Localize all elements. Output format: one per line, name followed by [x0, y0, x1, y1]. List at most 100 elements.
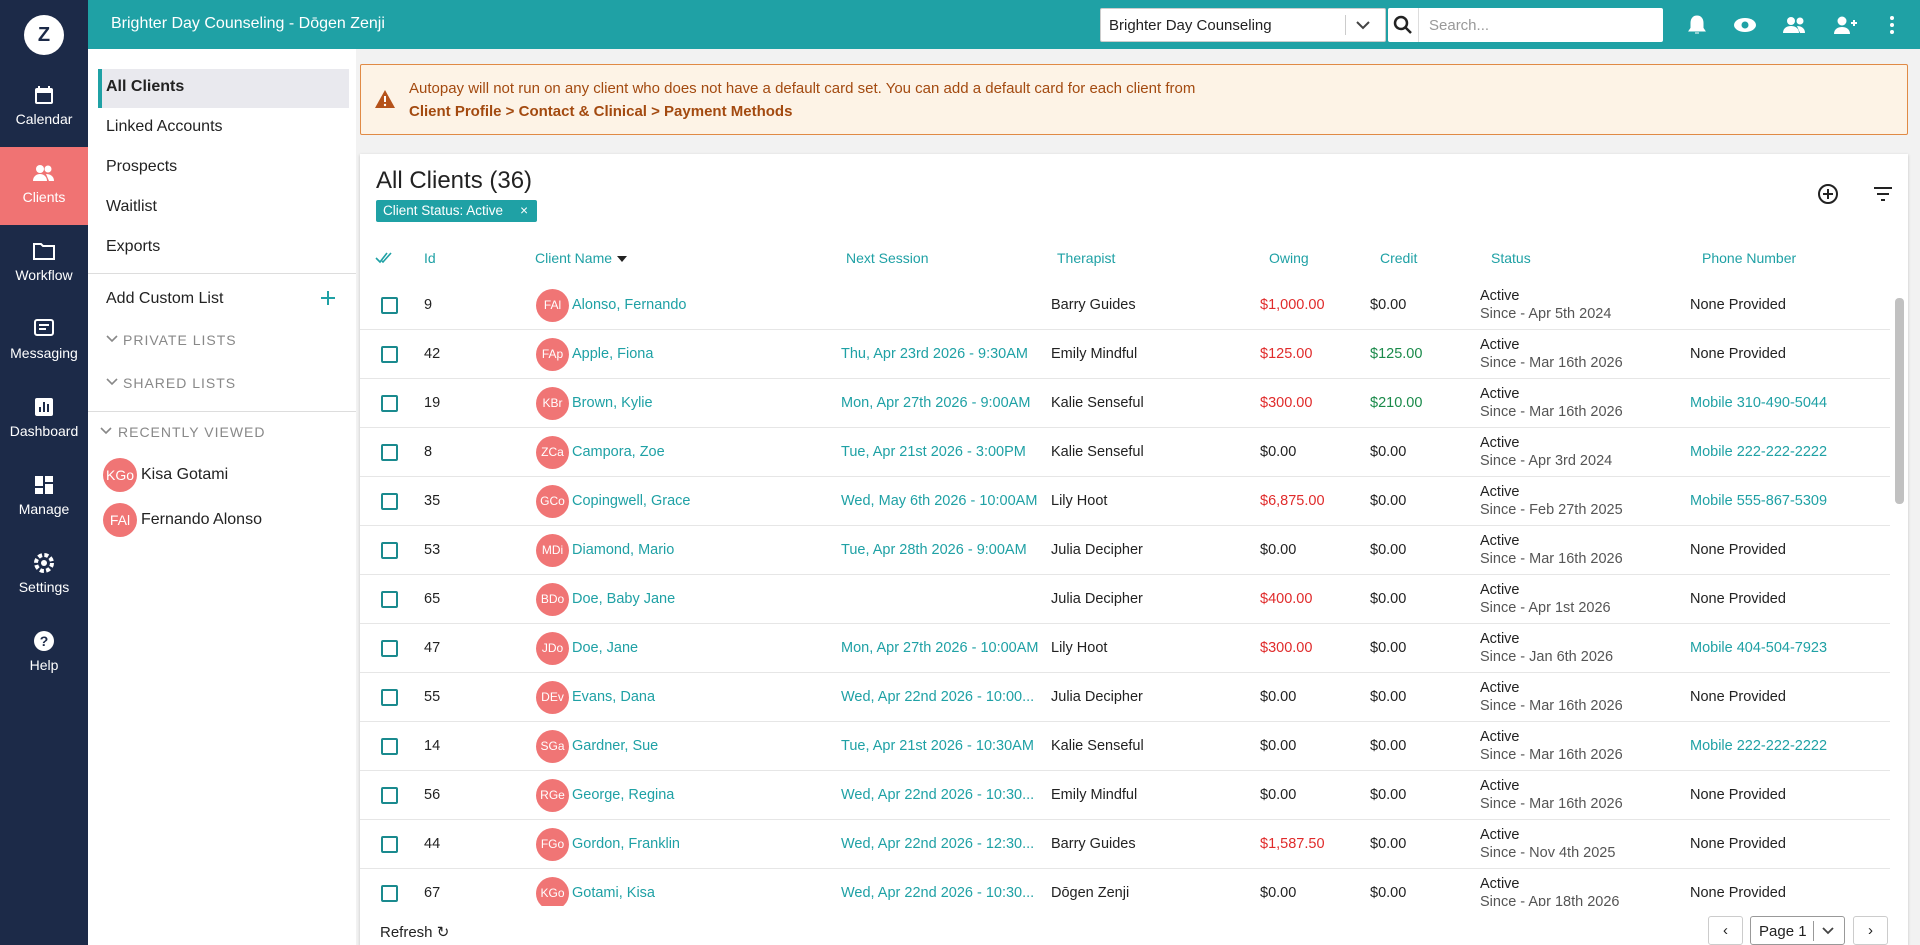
row-checkbox[interactable] [381, 591, 398, 608]
owing: $300.00 [1260, 640, 1313, 656]
list-link[interactable]: Prospects [106, 158, 178, 175]
select-value: Brighter Day Counseling [1109, 17, 1272, 34]
column-header[interactable]: Therapist [1057, 250, 1116, 266]
row-checkbox[interactable] [381, 444, 398, 461]
column-header[interactable]: Client Name [535, 250, 613, 266]
row-checkbox[interactable] [381, 493, 398, 510]
add-icon[interactable] [320, 290, 336, 306]
nav-item[interactable]: Dashboard [0, 381, 88, 459]
next-session[interactable]: Tue, Apr 21st 2026 - 3:00PM [841, 444, 1026, 460]
chip-close[interactable]: × [520, 203, 529, 218]
table-title: All Clients (36) [376, 167, 533, 194]
nav-item[interactable]: Clients [0, 147, 88, 225]
phone[interactable]: Mobile 310-490-5044 [1690, 395, 1828, 411]
client-name[interactable]: Apple, Fiona [572, 346, 654, 362]
table-body: 9 FAl Alonso, Fernando Barry Guides $1,000.0… [360, 281, 1890, 906]
status: Active [1480, 484, 1520, 500]
list-link[interactable]: Waitlist [106, 198, 157, 215]
column-header[interactable]: Status [1491, 250, 1531, 266]
client-name[interactable]: Doe, Jane [572, 640, 639, 656]
row-checkbox[interactable] [381, 395, 398, 412]
add-custom-list[interactable]: Add Custom List [106, 290, 224, 307]
status: Active [1480, 876, 1520, 892]
client-name[interactable]: Copingwell, Grace [572, 493, 691, 509]
column-header[interactable]: Owing [1269, 250, 1309, 266]
client-id: 35 [424, 493, 441, 509]
client-name[interactable]: Gotami, Kisa [572, 885, 655, 901]
column-header[interactable]: Id [424, 250, 436, 266]
prev-page[interactable]: ‹ [1708, 916, 1743, 945]
row-checkbox[interactable] [381, 689, 398, 706]
next-session[interactable]: Mon, Apr 27th 2026 - 10:00AM [841, 640, 1039, 656]
column-header[interactable]: Phone Number [1702, 250, 1797, 266]
phone[interactable]: Mobile 222-222-2222 [1690, 738, 1828, 754]
next-session[interactable]: Wed, May 6th 2026 - 10:00AM [841, 493, 1038, 509]
filter-button[interactable] [1873, 186, 1893, 202]
nav-item[interactable]: Messaging [0, 303, 88, 381]
client-name[interactable]: Evans, Dana [572, 689, 656, 705]
scroll-thumb[interactable] [1895, 298, 1904, 504]
select-all[interactable] [375, 251, 393, 265]
therapist: Lily Hoot [1051, 640, 1108, 656]
sort-icon[interactable] [617, 255, 627, 263]
column-header[interactable]: Next Session [846, 250, 929, 266]
page-select[interactable]: Page 1 [1750, 916, 1845, 945]
filter-chip[interactable]: Client Status: Active × [376, 200, 538, 222]
client-name[interactable]: Brown, Kylie [572, 395, 653, 411]
alert-link[interactable]: Client Profile > Contact & Clinical > Pa… [409, 103, 793, 120]
phone[interactable]: Mobile 222-222-2222 [1690, 444, 1828, 460]
phone[interactable]: Mobile 555-867-5309 [1690, 493, 1828, 509]
client-name[interactable]: Doe, Baby Jane [572, 591, 676, 607]
practice-select[interactable]: Brighter Day Counseling [1100, 8, 1386, 42]
row-checkbox[interactable] [381, 297, 398, 314]
next-page[interactable]: › [1853, 916, 1888, 945]
search-button[interactable] [1388, 8, 1418, 42]
nav-item[interactable]: Calendar [0, 69, 88, 147]
top-icons[interactable] [1685, 13, 1905, 37]
alert-text: Autopay will not run on any client who d… [409, 80, 1196, 97]
next-session[interactable]: Wed, Apr 22nd 2026 - 10:30... [841, 885, 1035, 901]
nav-item[interactable]: Manage [0, 459, 88, 537]
refresh[interactable]: Refresh ↻ [380, 924, 450, 941]
client-name[interactable]: Campora, Zoe [572, 444, 665, 460]
row-checkbox[interactable] [381, 787, 398, 804]
client-name[interactable]: Diamond, Mario [572, 542, 675, 558]
column-header[interactable]: Credit [1380, 250, 1418, 266]
next-session[interactable]: Wed, Apr 22nd 2026 - 10:00... [841, 689, 1035, 705]
client-name[interactable]: Gardner, Sue [572, 738, 659, 754]
row-checkbox[interactable] [381, 346, 398, 363]
list-link[interactable]: All Clients [106, 78, 185, 95]
next-session[interactable]: Thu, Apr 23rd 2026 - 9:30AM [841, 346, 1028, 362]
divider [88, 411, 356, 412]
nav-item[interactable]: Settings [0, 537, 88, 615]
nav-item[interactable]: Workflow [0, 225, 88, 303]
search-input[interactable]: Search... [1418, 8, 1663, 42]
list-link[interactable]: Exports [106, 238, 161, 255]
phone[interactable]: Mobile 404-504-7923 [1690, 640, 1828, 656]
row-checkbox[interactable] [381, 836, 398, 853]
list-link[interactable]: Linked Accounts [106, 118, 223, 135]
next-session[interactable]: Wed, Apr 22nd 2026 - 10:30... [841, 787, 1035, 803]
next-session[interactable]: Mon, Apr 27th 2026 - 9:00AM [841, 395, 1031, 411]
next-session[interactable]: Tue, Apr 28th 2026 - 9:00AM [841, 542, 1027, 558]
logo[interactable]: Z [24, 15, 64, 55]
row-checkbox[interactable] [381, 542, 398, 559]
client-avatar: KBr [536, 387, 569, 420]
scrollbar[interactable] [1893, 284, 1906, 904]
client-name[interactable]: Alonso, Fernando [572, 297, 687, 313]
add-client[interactable] [1817, 183, 1839, 205]
client-name[interactable]: Gordon, Franklin [572, 836, 680, 852]
next-session[interactable]: Wed, Apr 22nd 2026 - 12:30... [841, 836, 1035, 852]
row-checkbox[interactable] [381, 640, 398, 657]
client-name[interactable]: George, Regina [572, 787, 675, 803]
recent-client[interactable]: Kisa Gotami [141, 466, 229, 483]
row-checkbox[interactable] [381, 885, 398, 902]
nav-icon [34, 553, 54, 573]
private-lists[interactable]: PRIVATE LISTS [123, 332, 237, 348]
row-checkbox[interactable] [381, 738, 398, 755]
nav-item[interactable]: ? Help [0, 615, 88, 693]
shared-lists[interactable]: SHARED LISTS [123, 375, 237, 391]
next-session[interactable]: Tue, Apr 21st 2026 - 10:30AM [841, 738, 1034, 754]
recent-client[interactable]: Fernando Alonso [141, 511, 262, 528]
client-avatar: SGa [536, 730, 569, 763]
